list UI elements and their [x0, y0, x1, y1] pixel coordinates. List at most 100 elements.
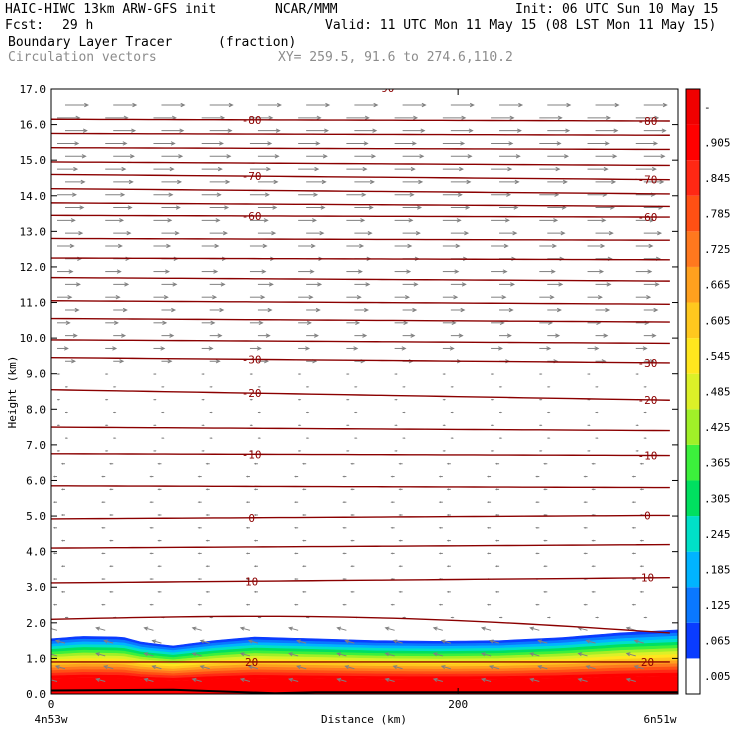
wind-vector-head: [606, 115, 611, 121]
colorbar-label: .305: [704, 492, 731, 505]
wind-vector-head: [529, 677, 535, 682]
wind-vector-head: [342, 603, 345, 606]
wind-vector-head: [302, 565, 305, 568]
wind-vector-head: [412, 307, 418, 313]
wind-vector-head: [636, 373, 639, 375]
wind-vector-head: [259, 616, 262, 619]
y-tick-label: 8.0: [26, 403, 46, 416]
wind-vector-head: [149, 603, 152, 606]
wind-vector-head: [271, 230, 277, 236]
wind-vector-head: [121, 333, 127, 338]
wind-vector-head: [247, 639, 253, 644]
colorbar: .005 .065 .125 .185 .245 .305 .365 .425 .485 .545…: [685, 88, 731, 695]
colorbar-label: .725: [704, 243, 731, 256]
wind-vector: [578, 678, 588, 683]
wind-vector-head: [660, 154, 666, 159]
wind-vector-head: [191, 677, 197, 682]
wind-vector-head: [492, 424, 495, 427]
wind-vector-head: [596, 616, 600, 619]
wind-vector-head: [480, 626, 486, 631]
wind-vector-head: [220, 115, 226, 121]
wind-vector-head: [395, 373, 398, 375]
wind-vector-head: [177, 179, 183, 185]
wind-vector-head: [398, 514, 401, 516]
wind-vector-head: [647, 269, 653, 274]
wind-vector-head: [350, 462, 353, 465]
wind-vector-head: [611, 179, 617, 185]
wind-vector-head: [535, 526, 538, 529]
wind-vector-head: [350, 565, 353, 568]
wind-vector-head: [583, 526, 586, 529]
wind-vector: [248, 665, 259, 670]
wind-vector-head: [149, 578, 152, 581]
wind-vector-head: [191, 626, 197, 631]
contour-label: -20: [242, 387, 262, 400]
wind-vector-head: [639, 565, 643, 568]
wind-vector-head: [368, 205, 374, 210]
wind-vector: [297, 665, 307, 670]
wind-vector: [538, 665, 548, 670]
colorbar-label: .485: [704, 386, 731, 399]
colorbar-label: .665: [704, 279, 731, 292]
wind-vector: [200, 640, 210, 644]
wind-vector-head: [63, 346, 69, 351]
wind-vector-head: [113, 320, 119, 326]
wind-vector-head: [122, 141, 128, 146]
wind-vector-head: [253, 539, 257, 542]
wind-vector-head: [467, 154, 473, 159]
y-tick-label: 5.0: [26, 510, 46, 523]
wind-vector-head: [503, 243, 509, 249]
wind-vector-head: [395, 450, 398, 452]
colorbar-label: .005: [704, 670, 731, 683]
wind-vector-head: [362, 333, 368, 338]
wind-vector-head: [350, 590, 353, 593]
wind-vector-head: [543, 539, 546, 542]
wind-vector-head: [642, 346, 648, 351]
wind-vector-head: [585, 639, 591, 644]
wind-vector-head: [565, 128, 571, 133]
wind-vector-head: [256, 346, 262, 351]
wind-vector-head: [603, 166, 609, 172]
wind-vector-head: [535, 603, 538, 606]
wind-vector-head: [262, 243, 268, 249]
colorbar-label: .545: [704, 350, 731, 363]
wind-vector-head: [648, 243, 654, 249]
temperature-contour: [51, 339, 670, 345]
model-title: HAIC-HIWC 13km ARW-GFS init: [5, 2, 217, 17]
wind-vector-head: [355, 320, 361, 326]
colorbar-label: .245: [704, 528, 731, 541]
wind-vector-head: [659, 179, 665, 185]
wind-vector-head: [191, 652, 197, 657]
wind-vector-head: [596, 437, 599, 439]
wind-vector-head: [205, 514, 208, 516]
wind-vector-head: [486, 475, 490, 478]
wind-vector-head: [109, 539, 112, 542]
wind-vector-head: [411, 141, 417, 146]
wind-vector-head: [260, 295, 266, 300]
wind-vector-head: [500, 411, 503, 414]
wind-vector-head: [566, 102, 572, 108]
contour-label: -30: [638, 357, 658, 370]
wind-vector: [345, 640, 355, 644]
wind-vector-head: [486, 603, 490, 606]
wind-vector-head: [413, 115, 419, 121]
wind-vector-head: [347, 450, 350, 452]
wind-vector-head: [347, 398, 350, 401]
wind-vector-head: [307, 411, 310, 414]
wind-vector-head: [307, 437, 310, 439]
wind-vector-head: [639, 462, 643, 465]
wind-vector: [240, 678, 251, 683]
wind-vector-head: [225, 179, 231, 185]
wind-vector-head: [469, 102, 475, 108]
wind-vector-head: [307, 386, 310, 388]
wind-vector-head: [81, 154, 87, 159]
fcst-value: 29 h: [62, 18, 94, 33]
terrain-line: [51, 688, 678, 694]
wind-vector-head: [555, 333, 561, 338]
wind-vector-head: [167, 218, 173, 223]
temperature-contour: [51, 453, 670, 457]
wind-vector-head: [78, 230, 84, 236]
wind-vector-head: [261, 269, 267, 274]
plot-frame: [50, 88, 679, 695]
wind-vector-head: [507, 166, 513, 172]
